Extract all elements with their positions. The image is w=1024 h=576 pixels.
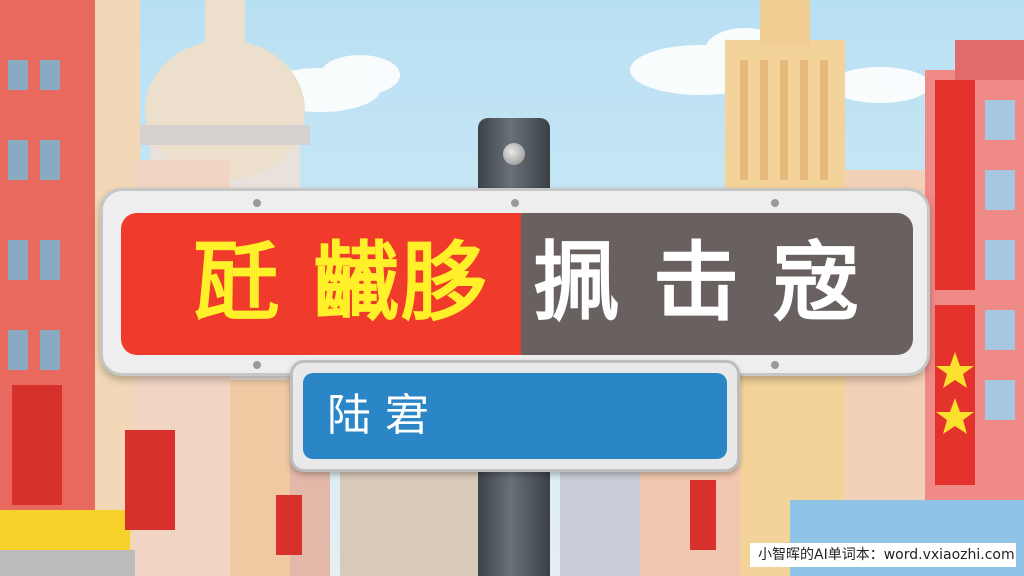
- watermark-caption: 小智晖的AI单词本：word.vxiaozhi.com: [750, 543, 1016, 567]
- bolt-icon: [253, 199, 261, 207]
- pole-bolt-icon: [503, 143, 525, 165]
- main-sign-right-text: 㧩 击 宼: [533, 225, 903, 341]
- bolt-icon: [771, 199, 779, 207]
- main-street-sign: 瓩 䶪䏧 㧩 击 宼: [100, 188, 930, 376]
- sub-street-sign: 陆 宭 𢮾 𪃋: [290, 360, 740, 472]
- sub-sign-right-text: 𢮾 𪃋: [571, 387, 586, 445]
- bolt-icon: [511, 199, 519, 207]
- main-sign-left-text: 瓩 䶪䏧: [193, 225, 503, 341]
- sub-sign-left-text: 陆 宭: [327, 387, 429, 445]
- sub-sign-blue-panel: 陆 宭 𢮾 𪃋: [303, 373, 727, 459]
- bolt-icon: [771, 361, 779, 369]
- bolt-icon: [253, 361, 261, 369]
